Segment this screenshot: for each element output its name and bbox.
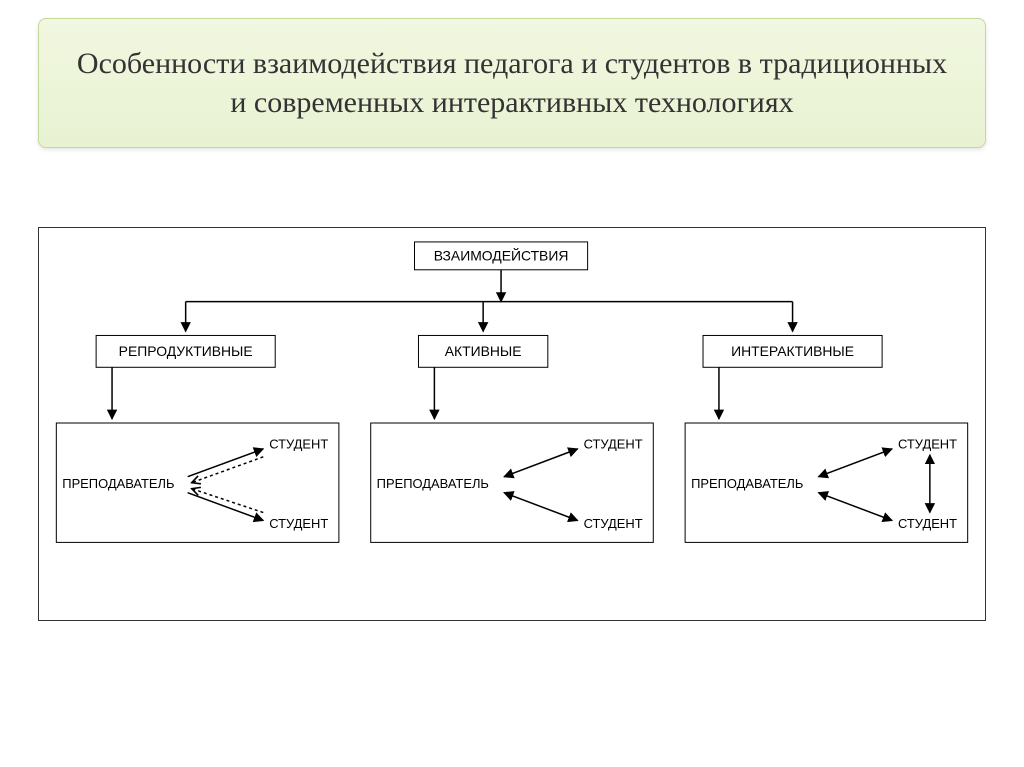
branch3-label: ИНТЕРАКТИВНЫЕ: [731, 343, 854, 359]
leaf3-teacher: ПРЕПОДАВАТЕЛЬ: [691, 476, 803, 491]
root-label: ВЗАИМОДЕЙСТВИЯ: [434, 247, 569, 264]
diagram-frame: ВЗАИМОДЕЙСТВИЯ РЕПРОДУКТИВНЫЕ АКТИВНЫЕ И…: [38, 227, 986, 621]
branch2-label: АКТИВНЫЕ: [445, 343, 522, 359]
leaf3-student2: СТУДЕНТ: [898, 516, 957, 531]
leaf1-student1: СТУДЕНТ: [269, 436, 328, 451]
branch1-label: РЕПРОДУКТИВНЫЕ: [119, 343, 253, 359]
title-text: Особенности взаимодействия педагога и ст…: [69, 44, 955, 122]
leaf2-student1: СТУДЕНТ: [584, 436, 643, 451]
diagram-svg: ВЗАИМОДЕЙСТВИЯ РЕПРОДУКТИВНЫЕ АКТИВНЫЕ И…: [39, 228, 985, 620]
leaf2-student2: СТУДЕНТ: [584, 516, 643, 531]
leaf1-teacher: ПРЕПОДАВАТЕЛЬ: [62, 476, 174, 491]
leaf2-teacher: ПРЕПОДАВАТЕЛЬ: [377, 476, 489, 491]
leaf3-student1: СТУДЕНТ: [898, 436, 957, 451]
slide-title: Особенности взаимодействия педагога и ст…: [38, 18, 986, 148]
leaf1-student2: СТУДЕНТ: [269, 516, 328, 531]
